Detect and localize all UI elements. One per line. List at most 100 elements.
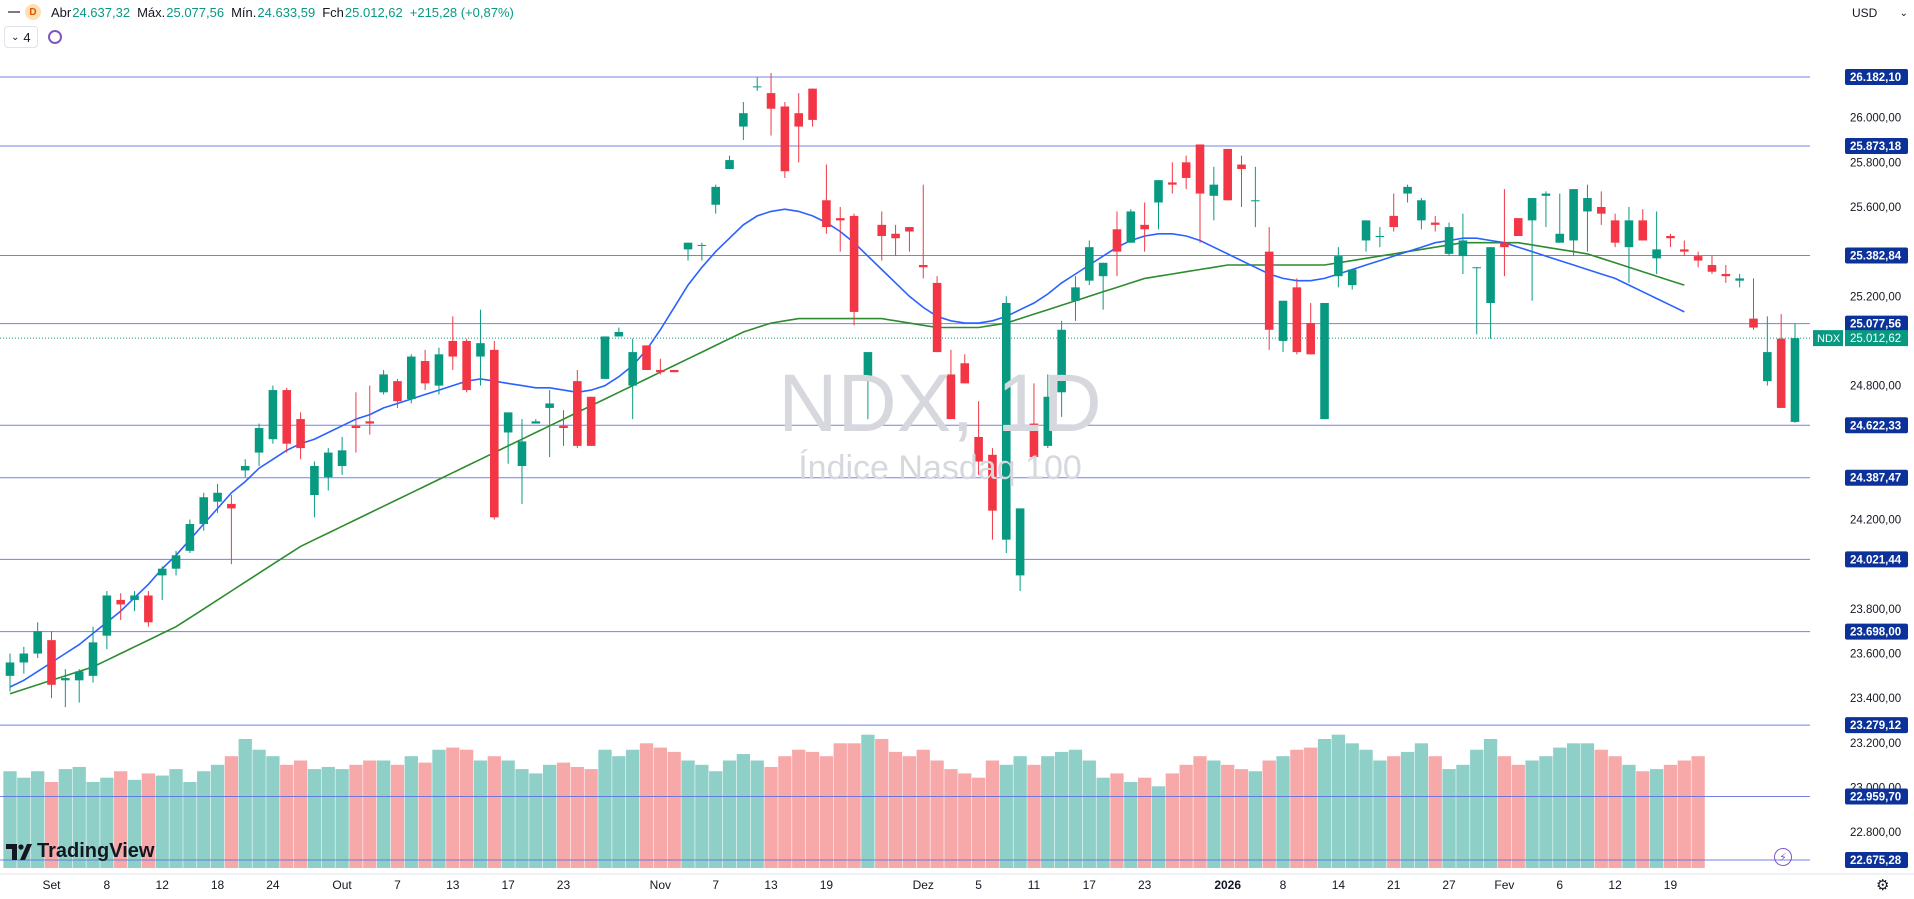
candle-body bbox=[725, 160, 734, 170]
candle bbox=[725, 155, 734, 170]
volume-bar bbox=[764, 766, 778, 868]
candle bbox=[822, 164, 831, 234]
candle-body bbox=[1389, 215, 1399, 228]
volume-bar bbox=[1234, 769, 1249, 868]
candle bbox=[503, 412, 513, 464]
volume-bar bbox=[1442, 769, 1456, 868]
candle bbox=[282, 387, 292, 453]
time-tick-label: 8 bbox=[104, 878, 111, 892]
candle bbox=[1223, 148, 1232, 201]
price-tick-label: 24.800,00 bbox=[1850, 381, 1901, 393]
volume-bar bbox=[1608, 756, 1622, 868]
volume-bar bbox=[72, 766, 86, 868]
price-tick-label: 22.800,00 bbox=[1850, 827, 1901, 839]
candle-body bbox=[1610, 220, 1620, 243]
time-tick-label: 24 bbox=[266, 878, 280, 892]
volume-bar bbox=[626, 749, 640, 868]
candle bbox=[406, 354, 416, 404]
candle-body bbox=[1569, 189, 1578, 241]
candle bbox=[573, 369, 582, 449]
time-tick-label: 18 bbox=[211, 878, 225, 892]
last-price-symbol: NDX bbox=[1817, 333, 1841, 345]
candle-body bbox=[974, 436, 983, 462]
volume-bar bbox=[404, 756, 418, 868]
refresh-icon[interactable] bbox=[47, 30, 62, 44]
candle-body bbox=[185, 524, 195, 551]
volume-bar bbox=[570, 766, 584, 868]
volume-bar bbox=[1138, 777, 1152, 868]
symbol-menu-button[interactable]: D bbox=[6, 2, 43, 22]
candle-body bbox=[1513, 218, 1523, 236]
candle bbox=[1735, 273, 1744, 288]
candle bbox=[918, 184, 928, 279]
volume-bar bbox=[1331, 734, 1346, 868]
candle-body bbox=[863, 352, 873, 379]
candle-body bbox=[19, 653, 29, 663]
indicators-count: 4 bbox=[23, 29, 31, 45]
chevron-down-icon: ⌄ bbox=[11, 31, 20, 43]
candle-body bbox=[656, 369, 665, 373]
candle bbox=[586, 396, 596, 446]
candle bbox=[88, 626, 98, 683]
candle bbox=[863, 352, 873, 420]
volume-bar bbox=[598, 749, 612, 868]
volume-bar bbox=[446, 747, 460, 868]
brand-name: TradingView bbox=[37, 840, 155, 862]
tradingview-logo-icon bbox=[6, 843, 32, 860]
volume-bar bbox=[224, 756, 239, 868]
interval-badge[interactable]: D bbox=[25, 4, 41, 20]
price-axis: 22.800,0023.000,0023.200,0023.400,0023.6… bbox=[1810, 0, 1914, 899]
candle bbox=[1680, 240, 1689, 257]
price-axis-bg bbox=[1810, 0, 1914, 899]
candle bbox=[711, 184, 720, 214]
volume-bar bbox=[501, 760, 515, 868]
candle-body bbox=[1693, 256, 1703, 261]
candle bbox=[628, 338, 637, 420]
volume-bar bbox=[1248, 771, 1262, 868]
tradingview-logo[interactable]: TradingView bbox=[6, 840, 154, 863]
volume-bar bbox=[473, 760, 488, 868]
time-tick-label: 8 bbox=[1280, 878, 1287, 892]
gear-icon[interactable]: ⚙ bbox=[1876, 877, 1890, 894]
candle-body bbox=[822, 200, 831, 228]
candle bbox=[531, 419, 541, 424]
candle bbox=[116, 593, 125, 621]
low-label: Mín. bbox=[231, 4, 257, 20]
candle-body bbox=[780, 106, 790, 172]
candle-body bbox=[1154, 180, 1163, 203]
price-tick-label: 23.600,00 bbox=[1850, 649, 1901, 661]
candle bbox=[1555, 193, 1565, 243]
volume-bar bbox=[1317, 739, 1332, 868]
candle-body bbox=[171, 555, 181, 569]
volume-bar bbox=[418, 762, 432, 868]
candle bbox=[227, 495, 236, 565]
price-tick-label: 26.000,00 bbox=[1850, 113, 1901, 125]
candle-body bbox=[5, 662, 15, 676]
volume-bar bbox=[1193, 756, 1207, 868]
volume-bar bbox=[141, 773, 156, 868]
lightning-icon[interactable]: ⚡ bbox=[1774, 848, 1792, 866]
candle-body bbox=[379, 374, 388, 393]
candle-body bbox=[752, 86, 762, 88]
indicators-row: ⌄ 4 bbox=[4, 26, 62, 48]
candle bbox=[669, 369, 679, 373]
indicators-toggle[interactable]: ⌄ 4 bbox=[4, 26, 38, 48]
moving-averages bbox=[9, 208, 1685, 695]
candle-body bbox=[932, 282, 942, 353]
volume-bar bbox=[653, 747, 667, 868]
candle bbox=[1334, 247, 1343, 288]
candle bbox=[1527, 198, 1537, 301]
currency-select[interactable]: USD ⌄ bbox=[1848, 2, 1914, 24]
candles bbox=[5, 73, 1800, 708]
level-tag-label: 25.382,84 bbox=[1850, 250, 1902, 262]
candle-body bbox=[1680, 249, 1689, 252]
level-tag bbox=[1845, 852, 1908, 868]
volume-bar bbox=[1636, 771, 1650, 868]
volume-bar bbox=[971, 777, 986, 868]
candle bbox=[877, 211, 887, 261]
candle bbox=[697, 242, 707, 261]
candle-body bbox=[600, 336, 610, 379]
candle-body bbox=[1541, 193, 1551, 196]
candle bbox=[47, 631, 56, 699]
